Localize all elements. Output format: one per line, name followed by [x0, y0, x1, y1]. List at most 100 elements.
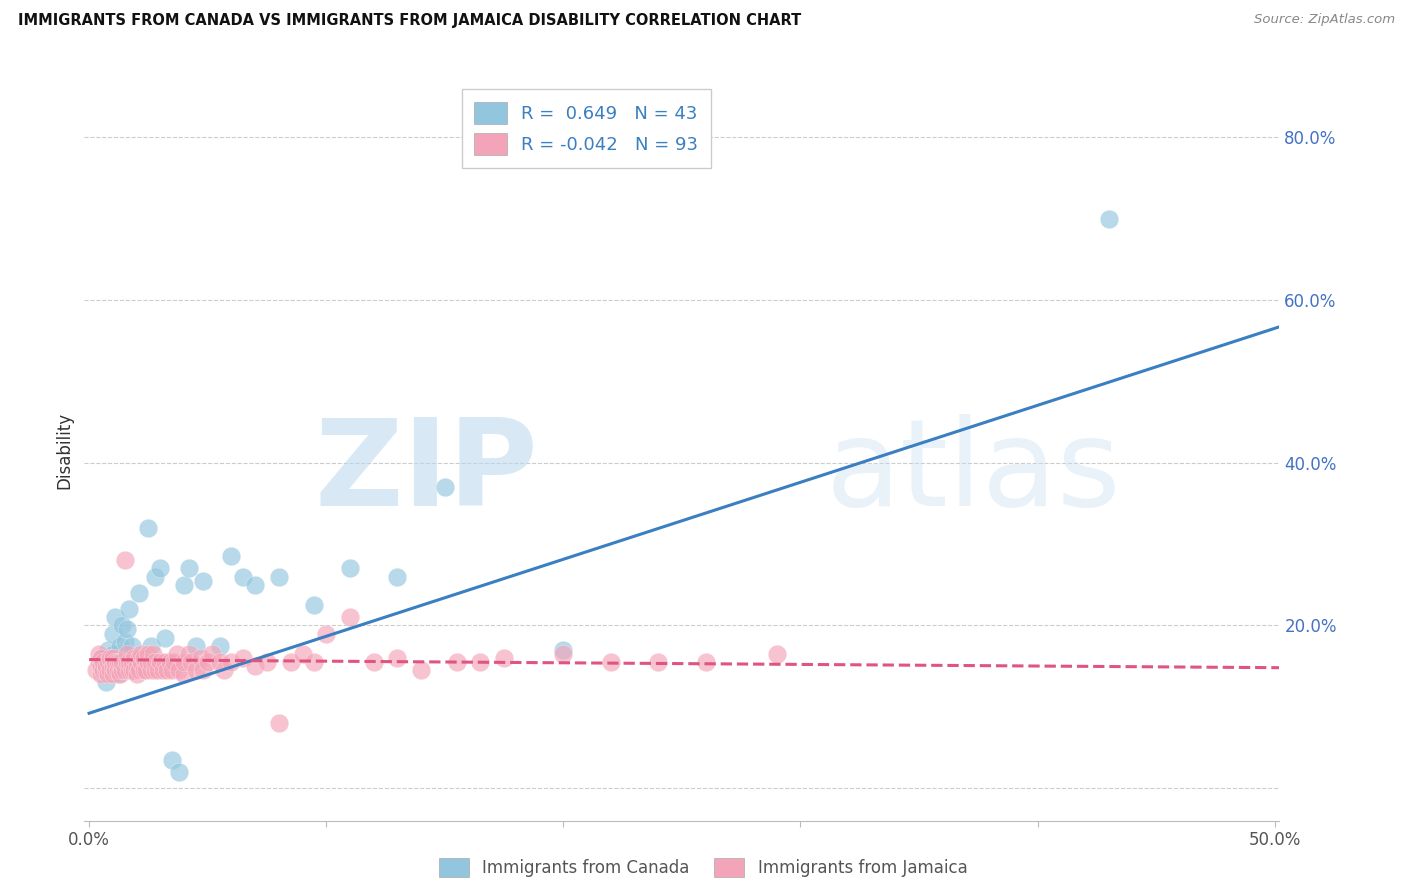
- Point: [243, 659, 266, 673]
- Point: [91, 663, 114, 677]
- Point: [173, 667, 195, 681]
- Point: [139, 663, 162, 677]
- Point: [152, 663, 174, 677]
- Point: [387, 651, 409, 665]
- Point: [339, 610, 361, 624]
- Point: [695, 655, 717, 669]
- Point: [173, 577, 195, 591]
- Point: [90, 667, 112, 681]
- Point: [121, 663, 143, 677]
- Text: IMMIGRANTS FROM CANADA VS IMMIGRANTS FROM JAMAICA DISABILITY CORRELATION CHART: IMMIGRANTS FROM CANADA VS IMMIGRANTS FRO…: [18, 13, 801, 29]
- Point: [125, 651, 148, 665]
- Point: [97, 642, 120, 657]
- Point: [101, 663, 124, 677]
- Point: [139, 639, 162, 653]
- Point: [132, 651, 155, 665]
- Point: [128, 586, 150, 600]
- Point: [190, 651, 212, 665]
- Point: [153, 655, 176, 669]
- Point: [121, 655, 143, 669]
- Point: [1098, 211, 1121, 226]
- Legend: R =  0.649   N = 43, R = -0.042   N = 93: R = 0.649 N = 43, R = -0.042 N = 93: [461, 89, 711, 168]
- Point: [208, 639, 231, 653]
- Point: [304, 655, 326, 669]
- Point: [280, 655, 302, 669]
- Point: [409, 663, 432, 677]
- Point: [145, 569, 167, 583]
- Point: [90, 659, 112, 673]
- Point: [118, 663, 141, 677]
- Point: [470, 655, 492, 669]
- Point: [125, 659, 148, 673]
- Point: [122, 663, 145, 677]
- Point: [87, 655, 110, 669]
- Point: [129, 655, 152, 669]
- Point: [100, 651, 122, 665]
- Point: [104, 663, 127, 677]
- Point: [387, 569, 409, 583]
- Point: [553, 647, 575, 661]
- Text: Source: ZipAtlas.com: Source: ZipAtlas.com: [1254, 13, 1395, 27]
- Point: [132, 663, 155, 677]
- Point: [94, 663, 117, 677]
- Point: [118, 602, 141, 616]
- Point: [243, 577, 266, 591]
- Point: [138, 655, 160, 669]
- Point: [118, 655, 141, 669]
- Point: [153, 631, 176, 645]
- Point: [91, 651, 114, 665]
- Legend: Immigrants from Canada, Immigrants from Jamaica: Immigrants from Canada, Immigrants from …: [432, 851, 974, 884]
- Text: ZIP: ZIP: [315, 414, 538, 531]
- Point: [315, 626, 337, 640]
- Point: [167, 764, 190, 779]
- Point: [267, 716, 290, 731]
- Point: [765, 647, 787, 661]
- Point: [111, 663, 134, 677]
- Point: [146, 663, 169, 677]
- Point: [160, 753, 183, 767]
- Point: [129, 647, 152, 661]
- Point: [221, 549, 243, 564]
- Point: [114, 655, 136, 669]
- Point: [94, 659, 117, 673]
- Point: [104, 610, 127, 624]
- Point: [101, 626, 124, 640]
- Point: [180, 655, 202, 669]
- Point: [114, 663, 136, 677]
- Point: [149, 561, 172, 575]
- Point: [197, 655, 219, 669]
- Point: [267, 569, 290, 583]
- Point: [145, 663, 167, 677]
- Point: [177, 561, 200, 575]
- Point: [160, 663, 183, 677]
- Point: [125, 667, 148, 681]
- Point: [91, 655, 114, 669]
- Point: [191, 663, 214, 677]
- Point: [115, 655, 138, 669]
- Point: [101, 647, 124, 661]
- Point: [115, 647, 138, 661]
- Point: [214, 663, 236, 677]
- Point: [107, 663, 129, 677]
- Y-axis label: Disability: Disability: [55, 412, 73, 489]
- Point: [107, 655, 129, 669]
- Point: [100, 663, 122, 677]
- Point: [494, 651, 516, 665]
- Point: [159, 655, 181, 669]
- Point: [97, 667, 120, 681]
- Point: [108, 667, 131, 681]
- Point: [121, 639, 143, 653]
- Point: [256, 655, 278, 669]
- Point: [128, 651, 150, 665]
- Point: [122, 659, 145, 673]
- Point: [166, 647, 188, 661]
- Point: [208, 655, 231, 669]
- Point: [142, 647, 165, 661]
- Point: [156, 663, 179, 677]
- Point: [115, 623, 138, 637]
- Point: [138, 521, 160, 535]
- Point: [221, 655, 243, 669]
- Point: [291, 647, 314, 661]
- Point: [84, 663, 107, 677]
- Point: [135, 663, 157, 677]
